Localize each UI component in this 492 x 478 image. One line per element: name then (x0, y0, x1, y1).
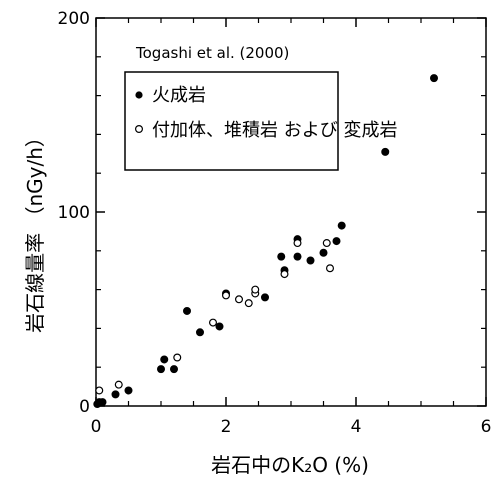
data-point-sedimentary (280, 270, 289, 279)
data-point-sedimentary (209, 318, 218, 327)
x-tick-label: 6 (481, 417, 492, 437)
x-tick-label: 4 (351, 417, 362, 437)
data-point-igneous (195, 328, 204, 337)
data-point-igneous (260, 293, 269, 302)
axis-ticks: 0 2 4 6 0 100 200 (58, 9, 492, 437)
data-point-igneous (319, 248, 328, 257)
y-tick-label: 100 (58, 203, 90, 223)
data-point-sedimentary (235, 295, 244, 304)
x-tick-label: 0 (91, 417, 102, 437)
legend-marker-sedimentary (135, 124, 144, 133)
data-point-sedimentary (173, 353, 182, 362)
x-tick-label: 2 (221, 417, 232, 437)
y-tick-label: 200 (58, 9, 90, 29)
data-point-igneous (277, 252, 286, 261)
data-point-igneous (215, 322, 224, 331)
data-point-igneous (429, 74, 438, 83)
data-point-sedimentary (251, 285, 260, 294)
legend-label-igneous: 火成岩 (152, 85, 206, 106)
y-axis-title: 岩石線量率 （nGy/h） (23, 127, 47, 333)
data-points (93, 74, 438, 409)
y-tick-label: 0 (79, 397, 90, 417)
data-point-igneous (156, 365, 165, 374)
x-axis-title: 岩石中のK₂O (%) (211, 453, 369, 477)
annotation-citation: Togashi et al. (2000) (135, 44, 289, 62)
data-point-igneous (337, 221, 346, 230)
data-point-sedimentary (95, 386, 104, 395)
data-point-sedimentary (114, 380, 123, 389)
legend-label-sedimentary: 付加体、堆積岩 および 変成岩 (152, 120, 397, 141)
data-point-igneous (182, 306, 191, 315)
data-point-sedimentary (322, 239, 331, 248)
data-point-sedimentary (222, 291, 231, 300)
data-point-sedimentary (244, 299, 253, 308)
data-point-igneous (169, 365, 178, 374)
data-point-igneous (332, 237, 341, 246)
data-point-igneous (160, 355, 169, 364)
data-point-igneous (111, 390, 120, 399)
data-point-sedimentary (293, 239, 302, 248)
data-point-igneous (98, 398, 107, 407)
data-point-igneous (381, 147, 390, 156)
data-point-igneous (293, 252, 302, 261)
data-point-igneous (124, 386, 133, 395)
legend-marker-igneous (135, 91, 143, 99)
data-point-igneous (306, 256, 315, 265)
data-point-sedimentary (326, 264, 335, 273)
legend-box (124, 71, 339, 171)
